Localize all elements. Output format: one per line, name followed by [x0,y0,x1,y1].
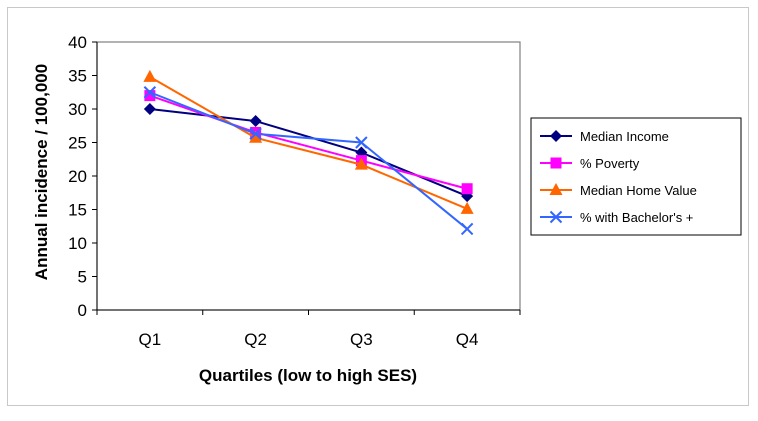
legend-label-median-home-value: Median Home Value [580,183,697,198]
data-point-median-home-value-q2 [249,130,263,143]
y-tick-label: 40 [68,33,87,52]
legend-item-median-income: Median Income [540,129,669,144]
y-tick-label: 25 [68,134,87,153]
y-tick-label: 0 [78,301,87,320]
legend-item-poverty: % Poverty [540,156,640,171]
series-line-with-bachelor-s [149,91,468,230]
x-tick-label-q1: Q1 [139,330,162,349]
legend-box [530,117,742,236]
legend-item-with-bachelor-s: % with Bachelor's + [540,210,693,225]
legend-marker-median-income [550,130,562,142]
legend-label-median-income: Median Income [580,129,669,144]
x-tick-label-q4: Q4 [456,330,479,349]
x-axis-ticks: Q1 Q2 Q3 Q4 [96,310,521,349]
y-tick-label: 5 [78,268,87,287]
data-point-with-bachelor-s-q4 [460,222,474,236]
legend-marker-poverty [550,157,562,169]
data-point-poverty-q1 [144,90,156,102]
data-point-poverty-q4 [461,183,473,195]
y-tick-label: 20 [68,167,87,186]
legend-marker-with-bachelor-s [549,210,563,224]
data-point-with-bachelor-s-q3 [355,136,368,149]
data-point-median-income-q1 [143,103,156,115]
legend-marker-median-home-value [549,183,563,195]
y-axis-ticks: 0 5 10 15 20 25 30 35 40 [68,33,97,320]
series-layer [143,69,474,236]
legend: Median Income % Poverty Median Home Value%… [530,117,742,236]
data-point-median-home-value-q1 [143,69,157,82]
x-tick-label-q2: Q2 [244,330,267,349]
y-axis-title: Annual incidence / 100,000 [32,64,51,280]
x-axis-title: Quartiles (low to high SES) [199,366,417,385]
data-point-median-income-q2 [249,115,262,128]
data-point-median-home-value-q4 [460,201,474,214]
x-tick-label-q3: Q3 [350,330,373,349]
legend-item-median-home-value: Median Home Value [540,183,697,198]
y-tick-label: 30 [68,100,87,119]
y-tick-label: 10 [68,234,87,253]
legend-label-with-bachelor-s: % with Bachelor's + [580,210,693,225]
series-with-bachelor-s [143,86,474,236]
data-point-median-home-value-q3 [354,157,368,170]
data-point-with-bachelor-s-q2 [249,127,262,140]
y-tick-label: 15 [68,201,87,220]
y-tick-label: 35 [68,67,87,86]
data-point-with-bachelor-s-q1 [143,86,157,99]
legend-label-poverty: % Poverty [580,156,640,171]
